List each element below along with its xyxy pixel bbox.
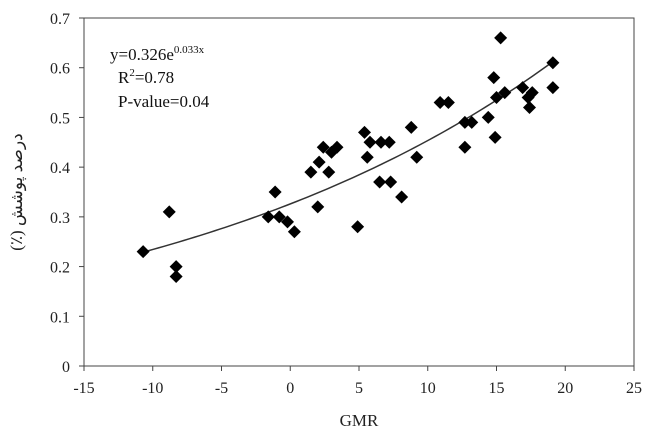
data-point bbox=[304, 165, 318, 179]
data-point bbox=[516, 81, 530, 95]
x-tick-label: -5 bbox=[215, 380, 228, 397]
data-point bbox=[488, 130, 502, 144]
data-point bbox=[404, 120, 418, 134]
data-point bbox=[162, 205, 176, 219]
plot-area bbox=[83, 17, 635, 367]
y-tick-label: 0.3 bbox=[50, 210, 70, 227]
data-point bbox=[330, 140, 344, 154]
trendline bbox=[142, 61, 554, 253]
data-point bbox=[490, 91, 503, 105]
data-point bbox=[384, 175, 398, 189]
data-point bbox=[261, 210, 275, 224]
data-point bbox=[410, 150, 424, 164]
data-point bbox=[316, 140, 330, 154]
p-value-label: P-value=0.04 bbox=[118, 92, 210, 111]
data-point bbox=[312, 155, 326, 169]
y-tick-label: 0.4 bbox=[50, 160, 70, 177]
data-point bbox=[268, 185, 282, 199]
data-point bbox=[373, 175, 387, 189]
data-point bbox=[546, 56, 560, 70]
axis-ticks: -15 -10 -5 0 5 10 15 20 25 0 0.1 0.2 0.3 0.4 0.5 0.6 0.7 bbox=[50, 11, 642, 397]
data-point bbox=[169, 260, 183, 274]
data-point bbox=[281, 215, 294, 229]
data-point bbox=[363, 135, 377, 149]
r-squared-label: R2=0.78 bbox=[118, 67, 174, 87]
equation-label: y=0.326e0.033x bbox=[110, 44, 205, 64]
data-point bbox=[458, 115, 472, 129]
x-tick-label: 5 bbox=[355, 380, 363, 397]
data-point bbox=[272, 210, 286, 224]
data-point bbox=[360, 150, 374, 164]
x-axis-title: GMR bbox=[340, 411, 379, 430]
data-point bbox=[382, 135, 396, 149]
data-point bbox=[374, 135, 388, 149]
data-point bbox=[458, 140, 472, 154]
data-point bbox=[433, 96, 447, 110]
data-point bbox=[351, 220, 365, 234]
y-tick-label: 0.7 bbox=[50, 11, 70, 28]
data-point bbox=[498, 86, 512, 100]
data-point bbox=[525, 86, 539, 100]
y-tick-label: 0.2 bbox=[50, 260, 70, 277]
data-points bbox=[136, 31, 560, 284]
y-tick-label: 0 bbox=[62, 359, 70, 376]
data-point bbox=[481, 110, 495, 124]
data-point bbox=[358, 125, 371, 139]
y-tick-label: 0.1 bbox=[50, 309, 70, 326]
data-point bbox=[546, 81, 560, 95]
x-tick-label: 25 bbox=[626, 380, 642, 397]
x-tick-label: 15 bbox=[489, 380, 505, 397]
data-point bbox=[287, 225, 301, 239]
y-tick-label: 0.6 bbox=[50, 61, 70, 78]
data-point bbox=[465, 115, 479, 129]
y-tick-label: 0.5 bbox=[50, 110, 70, 127]
data-point bbox=[487, 71, 501, 85]
x-tick-label: 0 bbox=[286, 380, 294, 397]
y-axis-title: درصد پوشش (٪) bbox=[7, 133, 27, 251]
x-tick-label: -15 bbox=[73, 380, 94, 397]
data-point bbox=[523, 100, 536, 114]
x-tick-label: -10 bbox=[142, 380, 163, 397]
data-point bbox=[311, 200, 325, 214]
x-tick-label: 20 bbox=[557, 380, 573, 397]
data-point bbox=[136, 245, 150, 259]
data-point bbox=[322, 165, 336, 179]
x-tick-label: 10 bbox=[420, 380, 436, 397]
data-point bbox=[395, 190, 409, 204]
data-point bbox=[169, 270, 183, 284]
data-point bbox=[494, 31, 508, 45]
data-point bbox=[441, 96, 455, 110]
